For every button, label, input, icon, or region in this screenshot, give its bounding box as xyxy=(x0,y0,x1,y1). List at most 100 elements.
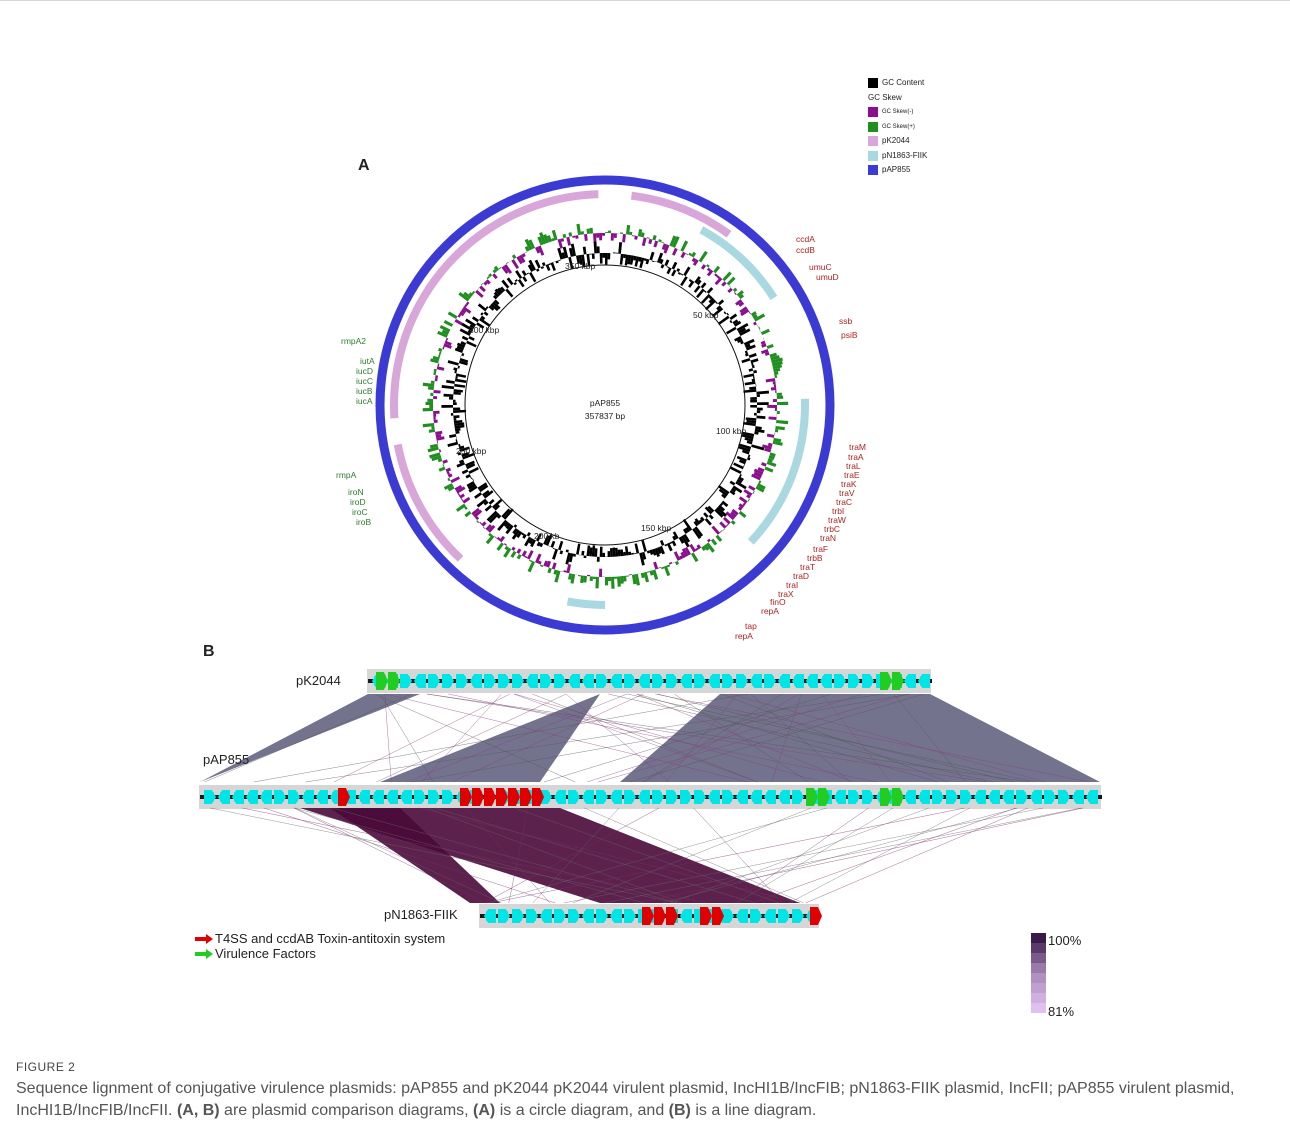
gc-skew-bar xyxy=(468,292,474,297)
gc-content-bar xyxy=(624,546,629,556)
gc-content-bar xyxy=(752,375,755,379)
gc-skew-bar xyxy=(498,266,502,270)
gc-skew-bar xyxy=(640,232,645,238)
gc-content-bar xyxy=(586,545,591,557)
gc-content-bar xyxy=(741,358,751,364)
t4ss-arrow xyxy=(654,907,666,925)
gc-skew-bar xyxy=(551,229,558,241)
kbp-label-250: 250 kbp xyxy=(456,446,487,456)
gc-content-bar xyxy=(483,311,489,317)
gc-content-bar xyxy=(526,532,531,537)
gc-content-bar xyxy=(449,434,457,439)
gc-content-bar xyxy=(715,301,718,305)
gc-content-bar xyxy=(732,485,743,494)
track-pn1863-cds-arrow xyxy=(498,909,510,923)
gc-content-bar xyxy=(623,551,627,556)
gc-skew-bar xyxy=(598,233,603,241)
track-pn1863-cds-arrow xyxy=(722,909,734,923)
gc-content-bar xyxy=(685,527,690,533)
gc-skew-bar xyxy=(753,471,763,478)
gc-content-bar xyxy=(503,508,514,520)
gc-skew-bar xyxy=(464,303,468,308)
track-pn1863-cds-arrow xyxy=(568,909,580,923)
gc-skew-bar xyxy=(445,467,452,473)
gc-skew-bar xyxy=(691,251,697,258)
gene-label-red: traT xyxy=(800,562,816,572)
gc-content-bar xyxy=(599,253,603,264)
gc-content-bar xyxy=(581,254,586,268)
track-pap855-cds-arrow xyxy=(988,790,1000,804)
t4ss-arrow xyxy=(496,788,508,806)
gc-skew-bar xyxy=(460,498,464,502)
gc-content-bar xyxy=(656,546,662,554)
gc-skew-bar xyxy=(640,572,645,579)
gc-skew-bar xyxy=(450,476,461,484)
gc-content-bar xyxy=(680,273,684,276)
legend-swatch-gc-skew-pos xyxy=(868,121,878,132)
gc-skew-bar xyxy=(748,311,751,315)
gc-skew-bar xyxy=(557,238,563,249)
track-pap855-cds-arrow xyxy=(540,790,552,804)
gc-content-bar xyxy=(581,550,585,556)
track-pap855-cds-arrow xyxy=(288,790,300,804)
gc-skew-bar xyxy=(722,528,725,532)
gc-content-bar xyxy=(550,262,556,272)
gc-content-bar xyxy=(659,540,665,546)
gc-content-bar xyxy=(583,555,587,559)
gc-content-bar xyxy=(669,541,673,545)
gc-content-bar xyxy=(493,294,498,300)
gc-content-bar xyxy=(743,464,745,467)
gc-skew-bar xyxy=(771,357,783,364)
gc-content-bar xyxy=(719,502,724,507)
gc-content-bar xyxy=(666,266,670,269)
gc-skew-bar xyxy=(492,268,497,274)
gc-skew-bar xyxy=(454,484,463,491)
gc-skew-bar xyxy=(547,567,552,574)
gc-skew-bar xyxy=(759,329,761,333)
gc-skew-bar xyxy=(732,287,738,293)
gc-skew-bar xyxy=(516,256,523,265)
gc-content-bar xyxy=(460,355,462,359)
gene-label-red: traC xyxy=(836,497,853,507)
gc-content-bar xyxy=(607,551,611,557)
gc-skew-bar xyxy=(436,436,445,441)
gc-content-bar xyxy=(469,476,473,480)
gc-content-bar xyxy=(486,510,498,522)
gc-skew-bar xyxy=(634,235,638,240)
gc-skew-bar xyxy=(447,311,458,319)
gc-content-bar xyxy=(605,253,608,265)
track-pap855-cds-arrow xyxy=(302,790,314,804)
gc-skew-bar xyxy=(427,386,434,391)
gc-content-bar xyxy=(729,489,736,496)
gc-skew-bar xyxy=(763,337,765,341)
gene-label-red: traX xyxy=(778,589,794,599)
gene-label-red: psiB xyxy=(841,330,858,340)
gc-skew-bar xyxy=(537,560,542,565)
gc-content-bar xyxy=(591,253,595,259)
gc-skew-bar xyxy=(773,384,777,388)
gc-content-bar xyxy=(454,378,467,383)
gc-content-bar xyxy=(535,268,540,272)
gc-skew-bar xyxy=(586,228,591,234)
gc-content-bar xyxy=(704,517,712,526)
gc-content-bar xyxy=(676,268,681,273)
gc-skew-bar xyxy=(454,319,463,326)
gc-content-bar xyxy=(454,383,466,388)
gc-skew-bar xyxy=(427,446,439,453)
gc-content-bar xyxy=(753,370,757,374)
gc-content-bar xyxy=(459,446,470,452)
gc-skew-bar xyxy=(707,538,711,543)
gc-skew-bar xyxy=(751,473,761,481)
gc-content-bar xyxy=(589,547,593,557)
gc-skew-bar xyxy=(494,536,498,539)
gc-skew-bar xyxy=(774,407,777,412)
gc-skew-bar xyxy=(438,347,443,352)
gc-skew-bar xyxy=(539,564,544,568)
gc-content-bar xyxy=(750,399,757,403)
gc-skew-bar xyxy=(535,246,541,254)
alignment-link-line xyxy=(514,807,780,904)
gc-content-bar xyxy=(455,436,457,440)
gc-skew-bar xyxy=(731,508,739,516)
gc-skew-bar xyxy=(442,463,445,467)
gc-content-bar xyxy=(714,508,724,518)
